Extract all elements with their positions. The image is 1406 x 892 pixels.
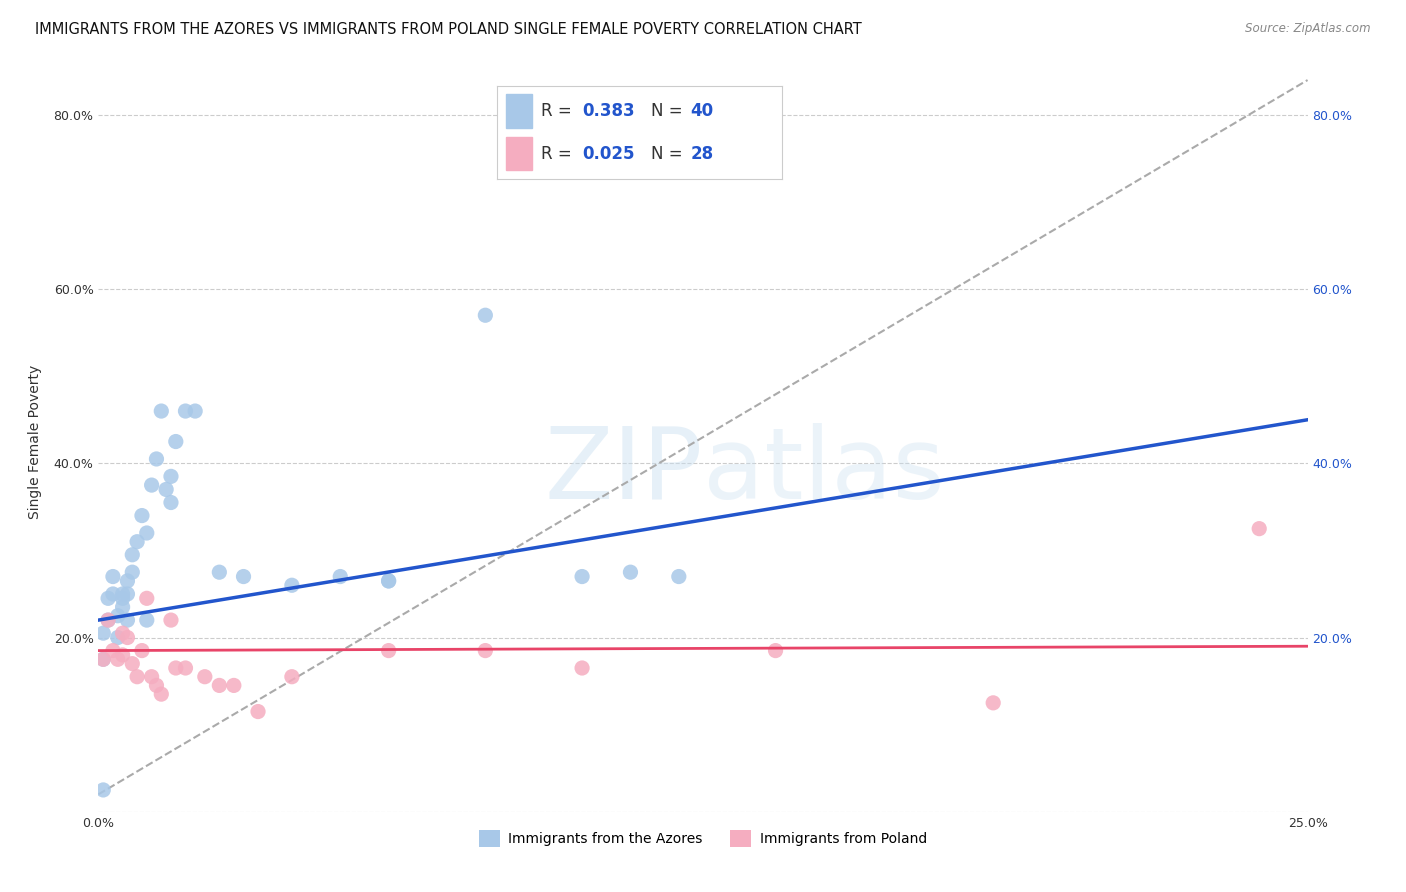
- Point: [101, 569, 124, 583]
- Point: [208, 565, 231, 579]
- Point: [174, 661, 197, 675]
- Point: [127, 670, 149, 684]
- Point: [135, 613, 157, 627]
- Point: [155, 483, 177, 497]
- Text: Source: ZipAtlas.com: Source: ZipAtlas.com: [1246, 22, 1371, 36]
- Point: [160, 613, 183, 627]
- Point: [111, 591, 134, 606]
- Point: [281, 670, 304, 684]
- Point: [111, 600, 134, 615]
- Point: [131, 508, 153, 523]
- Point: [107, 652, 129, 666]
- Point: [135, 591, 157, 606]
- Point: [121, 565, 143, 579]
- Point: [101, 643, 124, 657]
- Point: [150, 687, 173, 701]
- Point: [131, 643, 153, 657]
- Point: [121, 548, 143, 562]
- Point: [160, 469, 183, 483]
- Point: [117, 613, 139, 627]
- Text: IMMIGRANTS FROM THE AZORES VS IMMIGRANTS FROM POLAND SINGLE FEMALE POVERTY CORRE: IMMIGRANTS FROM THE AZORES VS IMMIGRANTS…: [35, 22, 862, 37]
- Point: [91, 626, 114, 640]
- Point: [377, 574, 399, 588]
- Point: [1249, 522, 1271, 536]
- Point: [150, 404, 173, 418]
- Point: [377, 643, 399, 657]
- Point: [91, 652, 114, 666]
- Point: [619, 565, 641, 579]
- Point: [377, 574, 399, 588]
- Point: [160, 495, 183, 509]
- Point: [107, 608, 129, 623]
- Point: [222, 678, 245, 692]
- Point: [165, 434, 187, 449]
- Point: [111, 587, 134, 601]
- Point: [194, 670, 217, 684]
- Point: [101, 587, 124, 601]
- Point: [107, 631, 129, 645]
- Point: [145, 452, 167, 467]
- Point: [135, 526, 157, 541]
- Point: [97, 613, 120, 627]
- Text: ZIP: ZIP: [544, 423, 703, 520]
- Point: [127, 534, 149, 549]
- Point: [165, 661, 187, 675]
- Point: [111, 626, 134, 640]
- Point: [981, 696, 1004, 710]
- Text: atlas: atlas: [703, 423, 945, 520]
- Point: [111, 648, 134, 662]
- Point: [329, 569, 352, 583]
- Point: [247, 705, 270, 719]
- Point: [208, 678, 231, 692]
- Y-axis label: Single Female Poverty: Single Female Poverty: [28, 365, 42, 518]
- Point: [141, 670, 163, 684]
- Legend: Immigrants from the Azores, Immigrants from Poland: Immigrants from the Azores, Immigrants f…: [474, 825, 932, 853]
- Point: [145, 678, 167, 692]
- Point: [571, 569, 593, 583]
- Point: [97, 613, 120, 627]
- Point: [174, 404, 197, 418]
- Point: [668, 569, 690, 583]
- Point: [765, 643, 787, 657]
- Point: [91, 652, 114, 666]
- Point: [474, 643, 496, 657]
- Point: [184, 404, 207, 418]
- Point: [117, 574, 139, 588]
- Point: [91, 783, 114, 797]
- Point: [141, 478, 163, 492]
- Point: [281, 578, 304, 592]
- Point: [121, 657, 143, 671]
- Point: [571, 661, 593, 675]
- Point: [232, 569, 254, 583]
- Point: [97, 591, 120, 606]
- Point: [474, 308, 496, 322]
- Point: [117, 587, 139, 601]
- Point: [117, 631, 139, 645]
